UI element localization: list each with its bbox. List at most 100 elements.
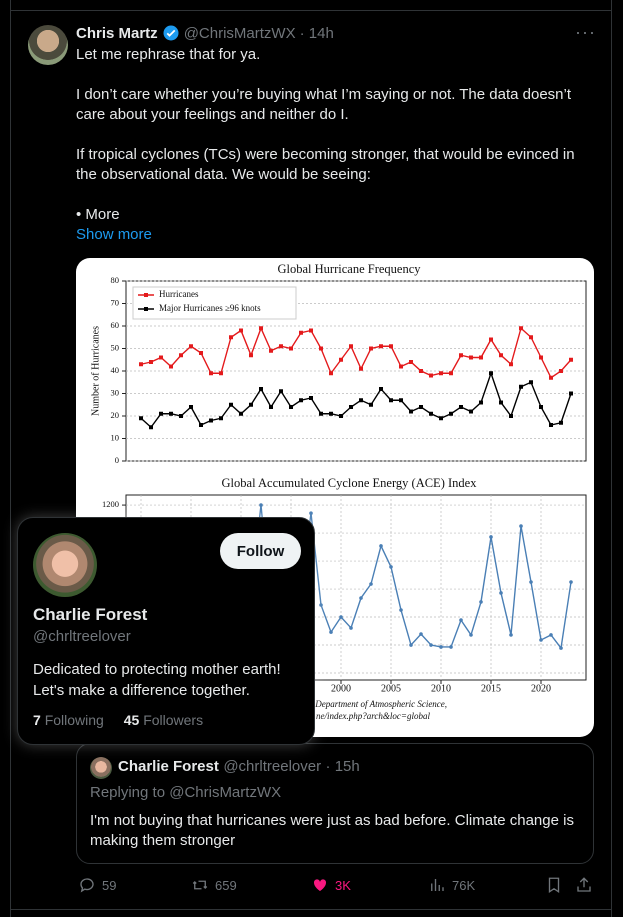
y-tick-label: 80 [111,275,120,285]
data-point [509,414,513,418]
data-point [199,423,203,427]
data-point [549,375,553,380]
following-count[interactable]: 7 [33,712,41,728]
like-button[interactable]: 3K [311,876,351,894]
data-point [429,411,433,416]
paragraph: If tropical cyclones (TCs) were becoming… [76,146,575,183]
quote-avatar [90,757,112,779]
bookmark-button[interactable] [545,876,563,894]
data-point [409,643,413,647]
author-avatar[interactable] [28,25,68,65]
data-point [179,353,183,358]
data-point [379,544,383,548]
data-point [189,405,193,409]
data-point [509,633,513,637]
following-label[interactable]: Following [44,712,104,728]
data-point [309,396,313,400]
data-point [459,618,463,622]
x-tick-label: 2020 [531,683,551,694]
data-point [259,326,263,331]
data-point [299,398,303,403]
y-axis-label: Number of Hurricanes [90,326,101,416]
quoted-tweet[interactable]: Charlie Forest @chrltreelover · 15h Repl… [76,743,594,864]
data-point [179,414,183,418]
data-point [339,615,343,619]
followers-label[interactable]: Followers [143,712,204,728]
data-point [539,638,543,642]
repost-button[interactable]: 659 [191,876,237,894]
card-avatar[interactable] [33,533,97,597]
tweet-time: · 14h [299,24,334,42]
card-counts: 7 Following 45 Followers [33,712,203,728]
bio-line: Let's make a difference together. [33,682,250,699]
data-point [239,411,243,416]
quote-text: I'm not buying that hurricanes were just… [90,812,574,849]
data-point [289,405,293,409]
data-point [229,402,233,407]
data-point [489,535,493,539]
data-point [499,353,503,358]
more-menu[interactable]: ··· [575,22,596,42]
data-point [199,351,203,355]
chart-title: Global Accumulated Cyclone Energy (ACE) … [222,476,478,490]
data-point [559,646,563,650]
data-point [149,425,153,430]
data-point [439,645,443,649]
chart-title: Global Hurricane Frequency [278,262,422,276]
data-point [209,371,213,376]
data-point [529,380,533,385]
paragraph: I don’t care whether you’re buying what … [76,86,572,123]
views-button[interactable]: 76K [428,876,475,894]
legend-label: Hurricanes [159,289,199,299]
data-point [479,400,483,405]
follow-button[interactable]: Follow [220,533,301,569]
data-point [319,411,323,416]
data-point [489,371,493,376]
paragraph: • More [76,206,120,223]
data-point [509,362,513,367]
data-point [189,344,193,349]
card-bio: Dedicated to protecting mother earth! Le… [33,659,281,701]
divider [10,909,612,910]
reply-icon [80,878,94,893]
x-tick-label: 2005 [381,683,401,694]
data-point [149,360,153,364]
author-name[interactable]: Chris Martz [76,24,158,42]
share-button[interactable] [575,876,593,894]
data-point [549,423,553,427]
data-point [549,633,553,637]
data-point [369,582,373,586]
divider [10,10,612,11]
data-point [139,362,143,367]
data-point [289,346,293,351]
reply-count: 59 [102,877,117,893]
data-point [229,335,233,340]
data-point [409,360,413,364]
tweet-image[interactable]: 0 10 20 30 40 50 60 70 80 Hurricanes Major Hurrica… [76,258,594,737]
data-point [169,411,173,416]
card-name[interactable]: Charlie Forest [33,605,148,624]
author-handle[interactable]: @ChrisMartzWX [183,24,296,42]
data-point [569,357,573,362]
bio-line: Dedicated to protecting mother earth! [33,661,281,678]
views-icon [431,879,444,891]
x-tick-label: 2010 [431,683,451,694]
data-point [459,353,463,358]
data-point [159,355,163,360]
data-point [359,366,363,371]
data-point [209,418,213,423]
data-point [249,402,253,407]
data-point [519,326,523,331]
quote-name: Charlie Forest [118,758,219,775]
data-point [479,600,483,604]
data-point [339,414,343,418]
data-point [139,416,143,421]
y-tick-label: 60 [111,320,120,330]
data-point [499,591,503,595]
data-point [339,357,343,362]
card-handle[interactable]: @chrltreelover [33,628,131,645]
followers-count[interactable]: 45 [123,712,140,728]
show-more[interactable]: Show more [76,226,152,243]
data-point [259,503,263,507]
reply-button[interactable]: 59 [78,876,116,894]
